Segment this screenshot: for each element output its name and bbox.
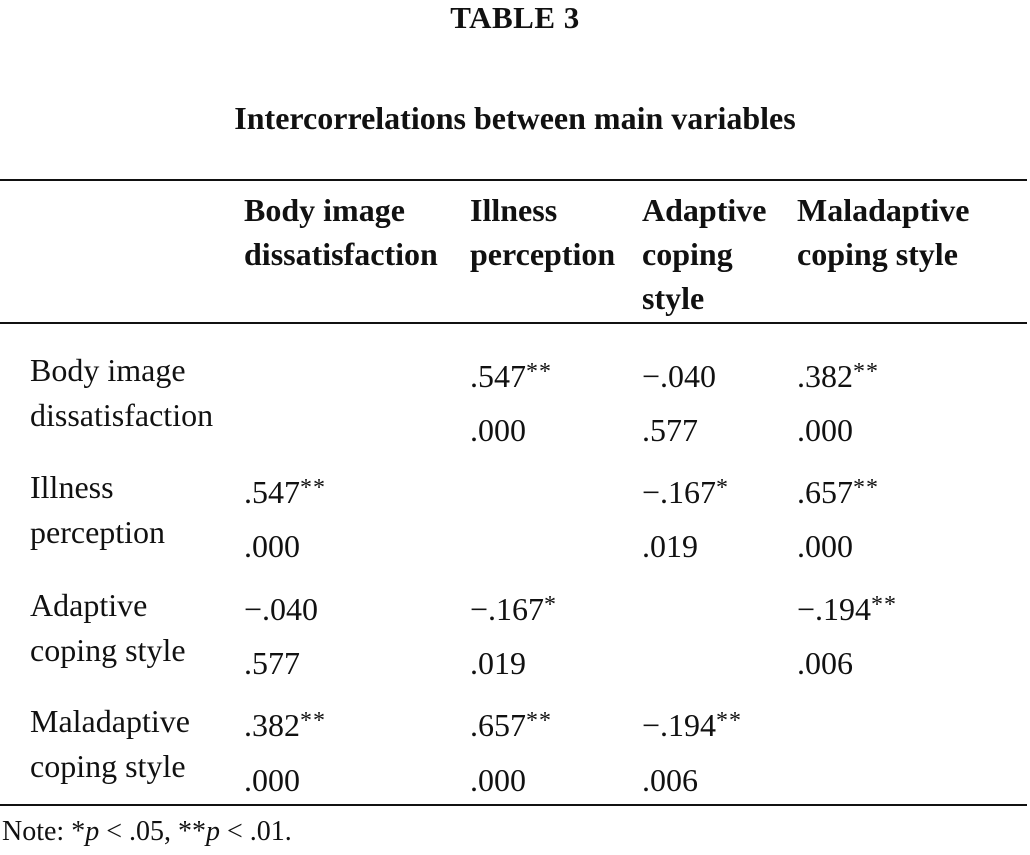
correlation-cell: .547** bbox=[244, 474, 326, 510]
correlation-cell: −.040 bbox=[642, 358, 717, 394]
table-header-rule bbox=[0, 322, 1027, 324]
row-header-line: Adaptive bbox=[30, 587, 148, 623]
column-header-line: style bbox=[642, 280, 705, 316]
column-header-line: dissatisfaction bbox=[244, 236, 438, 272]
row-header-line: dissatisfaction bbox=[30, 397, 214, 433]
correlation-cell: .657** bbox=[470, 707, 552, 743]
p-value-cell: .000 bbox=[797, 528, 853, 564]
p-value-cell: .000 bbox=[470, 412, 526, 448]
row-header-maladaptive-coping-style: Maladaptive coping style bbox=[30, 699, 190, 789]
column-header-line: Illness bbox=[470, 192, 558, 228]
column-header-line: perception bbox=[470, 236, 616, 272]
column-header-line: Adaptive bbox=[642, 192, 767, 228]
row-header-body-image-dissatisfaction: Body image dissatisfaction bbox=[30, 348, 213, 438]
row-header-line: Maladaptive bbox=[30, 703, 190, 739]
correlation-cell: −.194** bbox=[642, 707, 743, 743]
table-label: TABLE 3 bbox=[450, 0, 580, 35]
row-header-adaptive-coping-style: Adaptive coping style bbox=[30, 583, 186, 673]
table-title: Intercorrelations between main variables bbox=[234, 100, 796, 136]
p-value-cell: .000 bbox=[797, 412, 853, 448]
row-header-line: Illness bbox=[30, 469, 114, 505]
row-header-line: coping style bbox=[30, 632, 186, 668]
column-header-body-image-dissatisfaction: Body image dissatisfaction bbox=[244, 188, 438, 276]
table-note: Note: *p < .05, **p < .01. bbox=[2, 816, 292, 847]
correlation-cell: .657** bbox=[797, 474, 879, 510]
correlation-cell: .382** bbox=[244, 707, 326, 743]
p-value-cell: .000 bbox=[470, 762, 526, 798]
table-top-rule bbox=[0, 179, 1027, 181]
correlation-cell: −.167* bbox=[642, 474, 730, 510]
column-header-line: coping bbox=[642, 236, 733, 272]
p-value-cell: .577 bbox=[244, 645, 300, 681]
column-header-line: Body image bbox=[244, 192, 405, 228]
row-header-line: perception bbox=[30, 514, 166, 550]
row-header-line: coping style bbox=[30, 748, 186, 784]
p-value-cell: .019 bbox=[470, 645, 526, 681]
p-value-cell: .019 bbox=[642, 528, 698, 564]
column-header-line: coping style bbox=[797, 236, 958, 272]
p-value-cell: .577 bbox=[642, 412, 698, 448]
column-header-adaptive-coping-style: Adaptive coping style bbox=[642, 188, 766, 320]
p-value-cell: .000 bbox=[244, 528, 300, 564]
column-header-maladaptive-coping-style: Maladaptive coping style bbox=[797, 188, 969, 276]
p-value-cell: .006 bbox=[642, 762, 698, 798]
correlation-cell: −.194** bbox=[797, 591, 898, 627]
column-header-line: Maladaptive bbox=[797, 192, 970, 228]
correlation-cell: −.040 bbox=[244, 591, 319, 627]
p-value-cell: .000 bbox=[244, 762, 300, 798]
row-header-line: Body image bbox=[30, 352, 186, 388]
correlation-cell: .382** bbox=[797, 358, 879, 394]
row-header-illness-perception: Illness perception bbox=[30, 465, 165, 555]
table-bottom-rule bbox=[0, 804, 1027, 806]
correlation-cell: .547** bbox=[470, 358, 552, 394]
p-value-cell: .006 bbox=[797, 645, 853, 681]
correlation-cell: −.167* bbox=[470, 591, 558, 627]
column-header-illness-perception: Illness perception bbox=[470, 188, 615, 276]
